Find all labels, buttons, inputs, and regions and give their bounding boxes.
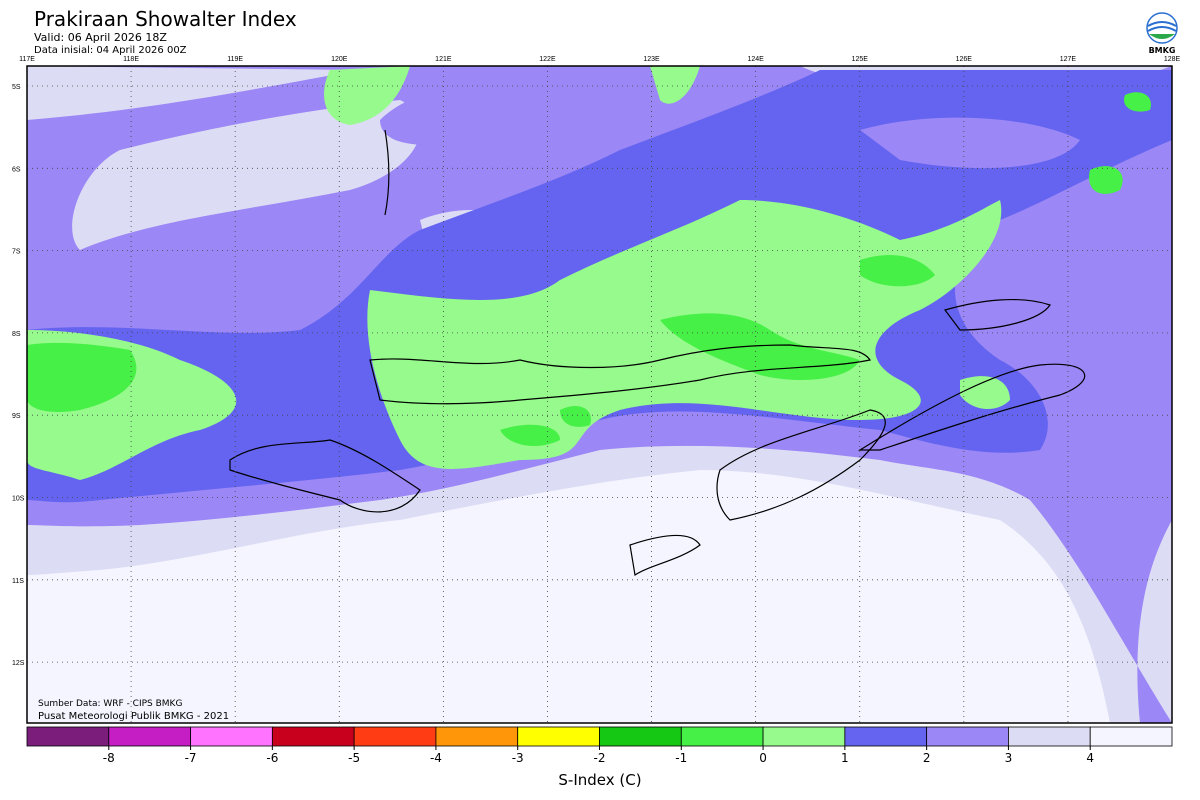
lat-label: 6S [12, 166, 21, 173]
colorbar-swatch [762, 726, 846, 747]
colorbar-swatch [1008, 726, 1091, 747]
colorbar-tick-label: -4 [430, 751, 442, 765]
valid-time: Valid: 06 April 2026 18Z [34, 31, 167, 44]
lon-label: 117E [19, 56, 35, 63]
colorbar-tick-label: 2 [923, 751, 931, 765]
credit-text: Pusat Meteorologi Publik BMKG - 2021 [38, 711, 229, 722]
source-text: Sumber Data: WRF - CIPS BMKG [38, 699, 182, 709]
coastlines [229, 129, 1086, 577]
lon-label: 122E [539, 56, 556, 63]
colorbar-title: S-Index (C) [558, 771, 641, 789]
logo-text: BMKG [1149, 46, 1176, 55]
title: Prakiraan Showalter Index [34, 7, 297, 31]
colorbar-tick-label: -3 [512, 751, 524, 765]
colorbar-tick-label: 3 [1005, 751, 1013, 765]
s-index-field [27, 66, 1172, 723]
colorbar-swatch [435, 726, 519, 747]
colorbar-swatch [1089, 726, 1173, 747]
lat-label: 11S [12, 578, 24, 585]
lat-label: 5S [12, 84, 21, 91]
lon-label: 118E [123, 56, 139, 63]
colorbar-tick-label: -6 [266, 751, 278, 765]
init-time: Data inisial: 04 April 2026 00Z [34, 45, 187, 56]
lat-label: 9S [12, 413, 21, 420]
colorbar-tick-label: 4 [1086, 751, 1094, 765]
colorbar-swatch [844, 726, 928, 747]
map-axes: 117E 118E 119E 120E 121E 122E 123E 124E 125E 126E… [12, 56, 1180, 723]
lon-label: 120E [331, 56, 348, 63]
lat-label: 12S [12, 660, 25, 667]
colorbar-tick-label: -8 [103, 751, 115, 765]
lon-label: 119E [227, 56, 243, 63]
colorbar: -8 -7 -6 -5 -4 -3 -2 -1 0 1 2 3 4 [26, 726, 1173, 765]
colorbar-tick-label: -1 [675, 751, 687, 765]
colorbar-swatch [680, 726, 764, 747]
colorbar-swatch [26, 726, 110, 747]
lat-label: 8S [12, 331, 21, 338]
colorbar-swatch [517, 726, 600, 747]
colorbar-tick-label: 0 [759, 751, 767, 765]
lon-label: 121E [435, 56, 452, 63]
colorbar-swatch [271, 726, 355, 747]
lon-label: 128E [1164, 56, 1181, 63]
bmkg-logo: BMKG [1146, 12, 1178, 55]
lat-label: 10S [12, 496, 25, 503]
colorbar-swatch [353, 726, 437, 747]
lon-label: 124E [747, 56, 764, 63]
colorbar-tick-label: -5 [348, 751, 360, 765]
lat-label: 7S [12, 249, 21, 256]
colorbar-swatch [108, 726, 191, 747]
map-frame [26, 65, 1173, 724]
lon-label: 126E [956, 56, 973, 63]
lon-label: 125E [852, 56, 869, 63]
colorbar-tick-label: 1 [841, 751, 849, 765]
lon-label: 123E [643, 56, 660, 63]
colorbar-tick-label: -2 [594, 751, 606, 765]
colorbar-tick-label: -7 [185, 751, 197, 765]
colorbar-swatch [599, 726, 682, 747]
colorbar-swatch [190, 726, 273, 747]
colorbar-swatch [926, 726, 1009, 747]
lon-label: 127E [1060, 56, 1077, 63]
